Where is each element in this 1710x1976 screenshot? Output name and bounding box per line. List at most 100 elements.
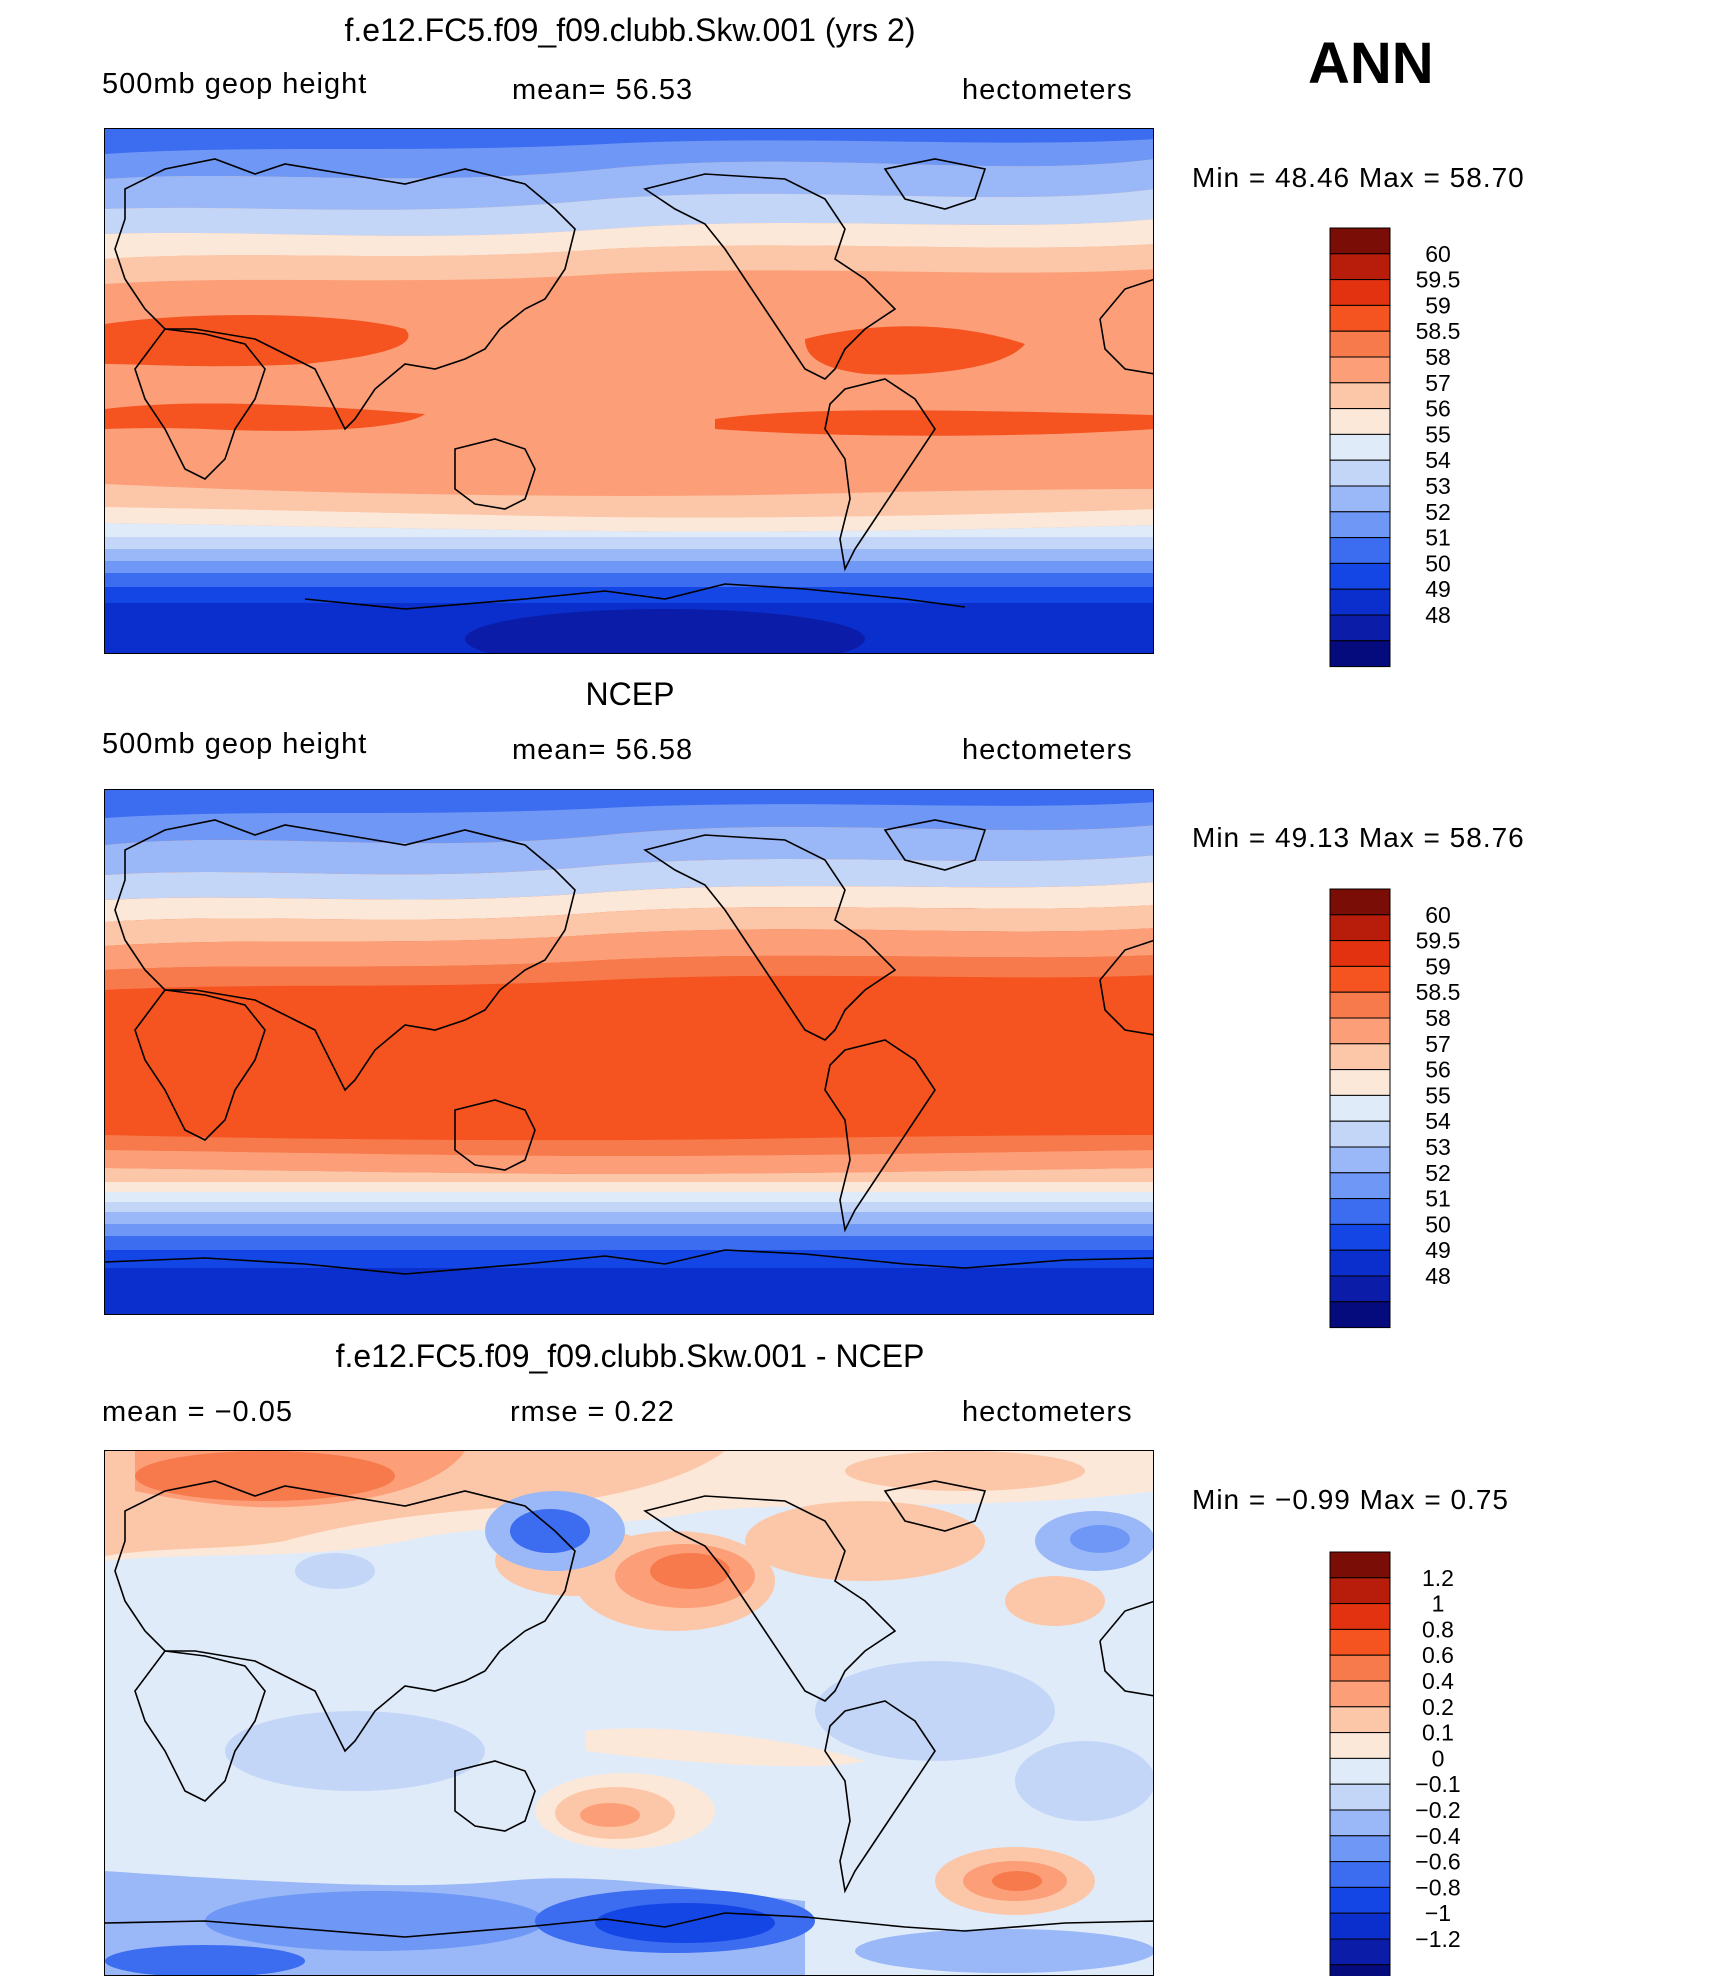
colorbar-tick-label: 0.2 xyxy=(1422,1694,1454,1720)
colorbar-swatch xyxy=(1329,1654,1391,1682)
colorbar-tick-label: 53 xyxy=(1425,1134,1451,1160)
colorbar-tick-label: −0.6 xyxy=(1415,1849,1460,1875)
colorbar-tick-label: −0.8 xyxy=(1415,1874,1460,1900)
panel-1-units-label: hectometers xyxy=(962,74,1133,106)
colorbar-swatch xyxy=(1329,1275,1391,1303)
colorbar-tick-label: 60 xyxy=(1425,241,1451,267)
panel-1-colorbar: 60 59.5 59 58.5 58 57 56 55 54 53 52 51 50 49 48 xyxy=(1329,227,1470,668)
colorbar-swatch xyxy=(1329,1603,1391,1630)
panel-3-colorbar: 1.2 1 0.8 0.6 0.4 0.2 0.1 0 −0.1 −0.2 −0.4 −0.6 −0.8… xyxy=(1329,1551,1470,1976)
colorbar-tick-label: 54 xyxy=(1425,447,1451,473)
panel-1-title: f.e12.FC5.f09_f09.clubb.Skw.001 (yrs 2) xyxy=(344,12,916,48)
colorbar-tick-label: 52 xyxy=(1425,1160,1451,1186)
colorbar-swatch xyxy=(1329,614,1391,642)
colorbar-tick-label: 58.5 xyxy=(1416,979,1461,1005)
colorbar-swatch xyxy=(1329,1172,1391,1200)
colorbar-tick-label: 51 xyxy=(1425,1186,1451,1212)
colorbar-tick-label: 53 xyxy=(1425,473,1451,499)
panel-2-minmax: Min = 49.13 Max = 58.76 xyxy=(1192,822,1525,853)
panel-3-rmse-label: rmse = 0.22 xyxy=(510,1396,675,1428)
colorbar-tick-label: 1 xyxy=(1432,1591,1445,1617)
panel-2-units-label: hectometers xyxy=(962,734,1133,766)
colorbar-swatch xyxy=(1329,991,1391,1019)
panel-2-map xyxy=(104,789,1154,1315)
colorbar-swatch xyxy=(1329,1094,1391,1122)
colorbar-swatch xyxy=(1329,1043,1391,1071)
colorbar-tick-label: 0 xyxy=(1432,1745,1445,1771)
colorbar-swatch xyxy=(1329,1912,1391,1940)
colorbar-swatch xyxy=(1329,965,1391,993)
colorbar-tick-label: −1 xyxy=(1425,1900,1451,1926)
colorbar-swatch xyxy=(1329,1146,1391,1174)
panel-1-contour-fill xyxy=(105,129,1153,653)
colorbar-tick-label: 55 xyxy=(1425,421,1451,447)
colorbar-swatch xyxy=(1329,356,1391,384)
colorbar-swatch xyxy=(1329,1964,1391,1976)
colorbar-tick-label: 57 xyxy=(1425,1031,1451,1057)
panel-3-minmax: Min = −0.99 Max = 0.75 xyxy=(1192,1484,1509,1515)
colorbar-tick-label: 59.5 xyxy=(1416,928,1461,954)
panel-1-variable-label: 500mb geop height xyxy=(102,68,368,100)
panel-3-title: f.e12.FC5.f09_f09.clubb.Skw.001 - NCEP xyxy=(335,1338,925,1374)
panel-3-map xyxy=(104,1450,1154,1976)
colorbar-tick-label: −0.1 xyxy=(1415,1771,1460,1797)
colorbar-swatch xyxy=(1329,1249,1391,1277)
colorbar-swatch xyxy=(1329,1680,1391,1708)
colorbar-tick-label: 57 xyxy=(1425,370,1451,396)
panel-1-minmax: Min = 48.46 Max = 58.70 xyxy=(1192,162,1525,193)
colorbar-tick-label: 60 xyxy=(1425,902,1451,928)
colorbar-swatch xyxy=(1329,1835,1391,1863)
panel-2-colorbar: 60 59.5 59 58.5 58 57 56 55 54 53 52 51 50 49 48 xyxy=(1329,888,1470,1329)
panel-2-contour-fill xyxy=(105,790,1153,1314)
colorbar-tick-label: 1.2 xyxy=(1422,1565,1454,1591)
colorbar-tick-label: −0.4 xyxy=(1415,1823,1461,1849)
colorbar-tick-label: 49 xyxy=(1425,576,1451,602)
colorbar-swatch xyxy=(1329,1706,1391,1734)
panel-2-title: NCEP xyxy=(585,676,675,712)
panel-1-map xyxy=(104,128,1154,654)
colorbar-swatch xyxy=(1329,304,1391,332)
panel-1-mean-label: mean= 56.53 xyxy=(512,74,694,106)
colorbar-swatch xyxy=(1329,1938,1391,1966)
colorbar-tick-label: 49 xyxy=(1425,1237,1451,1263)
colorbar-swatch xyxy=(1329,485,1391,513)
colorbar-tick-label: 59.5 xyxy=(1416,267,1461,293)
colorbar-swatch xyxy=(1329,940,1391,967)
panel-3-coastlines xyxy=(105,1480,1153,1938)
colorbar-tick-label: 56 xyxy=(1425,396,1451,422)
colorbar-tick-label: 59 xyxy=(1425,292,1451,318)
colorbar-swatch xyxy=(1329,1783,1391,1811)
colorbar-tick-label: 54 xyxy=(1425,1108,1451,1134)
colorbar-tick-label: 52 xyxy=(1425,499,1451,525)
colorbar-tick-label: 59 xyxy=(1425,953,1451,979)
colorbar-swatch xyxy=(1329,1577,1391,1605)
colorbar-swatch xyxy=(1329,1017,1391,1045)
panel-3-mean-label: mean = −0.05 xyxy=(102,1396,293,1428)
colorbar-tick-label: 48 xyxy=(1425,602,1451,628)
colorbar-swatch xyxy=(1329,1757,1391,1785)
panel-2-coastlines xyxy=(105,819,1153,1275)
panel-1-coastlines xyxy=(114,158,1153,610)
colorbar-tick-label: 55 xyxy=(1425,1082,1451,1108)
colorbar-tick-label: 50 xyxy=(1425,550,1451,576)
colorbar-swatch xyxy=(1329,382,1391,410)
colorbar-swatch xyxy=(1329,459,1391,487)
season-label: ANN xyxy=(1308,31,1434,96)
colorbar-tick-label: −1.2 xyxy=(1415,1926,1460,1952)
colorbar-tick-label: 58.5 xyxy=(1416,318,1461,344)
colorbar-swatch xyxy=(1329,537,1391,564)
colorbar-swatch xyxy=(1329,914,1391,942)
colorbar-swatch xyxy=(1329,1861,1391,1888)
colorbar-swatch xyxy=(1329,1809,1391,1837)
colorbar-swatch xyxy=(1329,408,1391,435)
colorbar-swatch xyxy=(1329,1732,1391,1759)
colorbar-swatch xyxy=(1329,1198,1391,1225)
colorbar-swatch xyxy=(1329,1886,1391,1914)
colorbar-swatch xyxy=(1329,511,1391,539)
colorbar-tick-label: 48 xyxy=(1425,1263,1451,1289)
colorbar-tick-label: 0.1 xyxy=(1422,1720,1454,1746)
colorbar-swatch xyxy=(1329,330,1391,358)
colorbar-tick-label: 58 xyxy=(1425,344,1451,370)
colorbar-tick-label: 0.6 xyxy=(1422,1642,1454,1668)
colorbar-tick-label: 0.8 xyxy=(1422,1616,1454,1642)
